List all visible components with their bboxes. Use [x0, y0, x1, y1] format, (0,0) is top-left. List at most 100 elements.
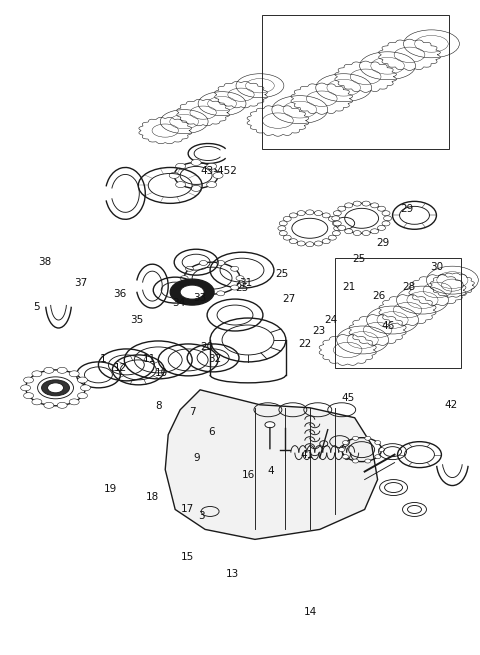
Ellipse shape: [283, 216, 291, 221]
Ellipse shape: [371, 229, 379, 234]
Text: 35: 35: [131, 314, 144, 325]
Text: 13: 13: [226, 569, 240, 580]
Ellipse shape: [69, 399, 79, 405]
Ellipse shape: [328, 235, 336, 240]
Text: 25: 25: [235, 284, 248, 293]
Text: 11: 11: [143, 354, 156, 364]
Ellipse shape: [306, 242, 314, 247]
Ellipse shape: [77, 377, 87, 383]
Ellipse shape: [170, 279, 214, 305]
Text: 20: 20: [200, 342, 213, 352]
Text: 26: 26: [372, 291, 385, 301]
Ellipse shape: [328, 216, 336, 221]
Text: 38: 38: [38, 257, 51, 267]
Ellipse shape: [176, 163, 186, 169]
Text: 19: 19: [104, 485, 118, 495]
Ellipse shape: [200, 261, 207, 265]
Text: 12: 12: [114, 363, 127, 373]
Ellipse shape: [377, 225, 385, 231]
Text: 33: 33: [192, 293, 206, 303]
Ellipse shape: [283, 235, 291, 240]
Ellipse shape: [377, 206, 385, 211]
Ellipse shape: [322, 213, 330, 218]
Ellipse shape: [375, 441, 381, 445]
Ellipse shape: [334, 226, 342, 231]
Text: 9: 9: [193, 453, 200, 463]
Ellipse shape: [345, 229, 353, 234]
Text: 37: 37: [74, 278, 88, 288]
Ellipse shape: [297, 211, 305, 215]
Ellipse shape: [362, 231, 370, 236]
Ellipse shape: [21, 385, 31, 391]
Ellipse shape: [279, 221, 287, 226]
Bar: [262, 15, 449, 149]
Text: 27: 27: [283, 293, 296, 304]
Ellipse shape: [57, 402, 67, 408]
Ellipse shape: [353, 231, 361, 236]
Text: 7: 7: [189, 407, 195, 417]
Ellipse shape: [343, 455, 348, 458]
Ellipse shape: [339, 447, 345, 452]
Text: 30: 30: [430, 263, 443, 272]
Ellipse shape: [333, 221, 341, 226]
Ellipse shape: [176, 181, 186, 187]
Ellipse shape: [42, 380, 70, 396]
Ellipse shape: [217, 261, 225, 265]
Ellipse shape: [24, 392, 34, 399]
Text: 3: 3: [198, 511, 205, 521]
Text: 34: 34: [172, 297, 185, 308]
Ellipse shape: [289, 213, 298, 218]
Ellipse shape: [207, 181, 216, 187]
Text: 32: 32: [208, 354, 222, 364]
Ellipse shape: [333, 211, 341, 215]
Ellipse shape: [352, 436, 359, 440]
Text: 1: 1: [100, 354, 107, 364]
Text: 29: 29: [400, 204, 413, 214]
Ellipse shape: [382, 211, 390, 215]
Ellipse shape: [217, 291, 225, 296]
Ellipse shape: [379, 447, 384, 452]
Ellipse shape: [297, 241, 305, 246]
Ellipse shape: [200, 291, 207, 296]
Ellipse shape: [345, 203, 353, 208]
Text: 8: 8: [156, 401, 162, 411]
Polygon shape: [165, 390, 378, 539]
Ellipse shape: [207, 163, 216, 169]
Text: 18: 18: [146, 493, 159, 502]
Text: 15: 15: [181, 552, 194, 563]
Ellipse shape: [322, 238, 330, 244]
Ellipse shape: [231, 285, 239, 290]
Ellipse shape: [332, 216, 340, 221]
Ellipse shape: [81, 385, 90, 391]
Text: 46: 46: [382, 321, 395, 331]
Ellipse shape: [343, 441, 348, 445]
Ellipse shape: [24, 377, 34, 383]
Text: 45: 45: [341, 393, 354, 403]
Ellipse shape: [180, 285, 204, 299]
Text: 29: 29: [376, 238, 389, 248]
Ellipse shape: [384, 216, 392, 221]
Bar: [335, 258, 461, 368]
Text: 43-452: 43-452: [200, 166, 237, 176]
Text: 4: 4: [268, 466, 275, 476]
Ellipse shape: [185, 285, 193, 290]
Ellipse shape: [352, 459, 359, 463]
Ellipse shape: [353, 201, 361, 206]
Text: 22: 22: [298, 339, 311, 349]
Ellipse shape: [77, 392, 87, 399]
Ellipse shape: [48, 383, 63, 393]
Text: 14: 14: [304, 607, 317, 616]
Ellipse shape: [44, 367, 54, 373]
Text: 10: 10: [155, 368, 168, 378]
Text: 36: 36: [113, 289, 126, 299]
Ellipse shape: [191, 185, 201, 191]
Ellipse shape: [57, 367, 67, 373]
Ellipse shape: [332, 221, 340, 226]
Ellipse shape: [338, 225, 346, 231]
Ellipse shape: [265, 422, 275, 428]
Text: 25: 25: [352, 254, 365, 264]
Text: 16: 16: [242, 470, 255, 480]
Ellipse shape: [314, 211, 323, 215]
Text: 41: 41: [300, 450, 313, 460]
Ellipse shape: [32, 399, 42, 405]
